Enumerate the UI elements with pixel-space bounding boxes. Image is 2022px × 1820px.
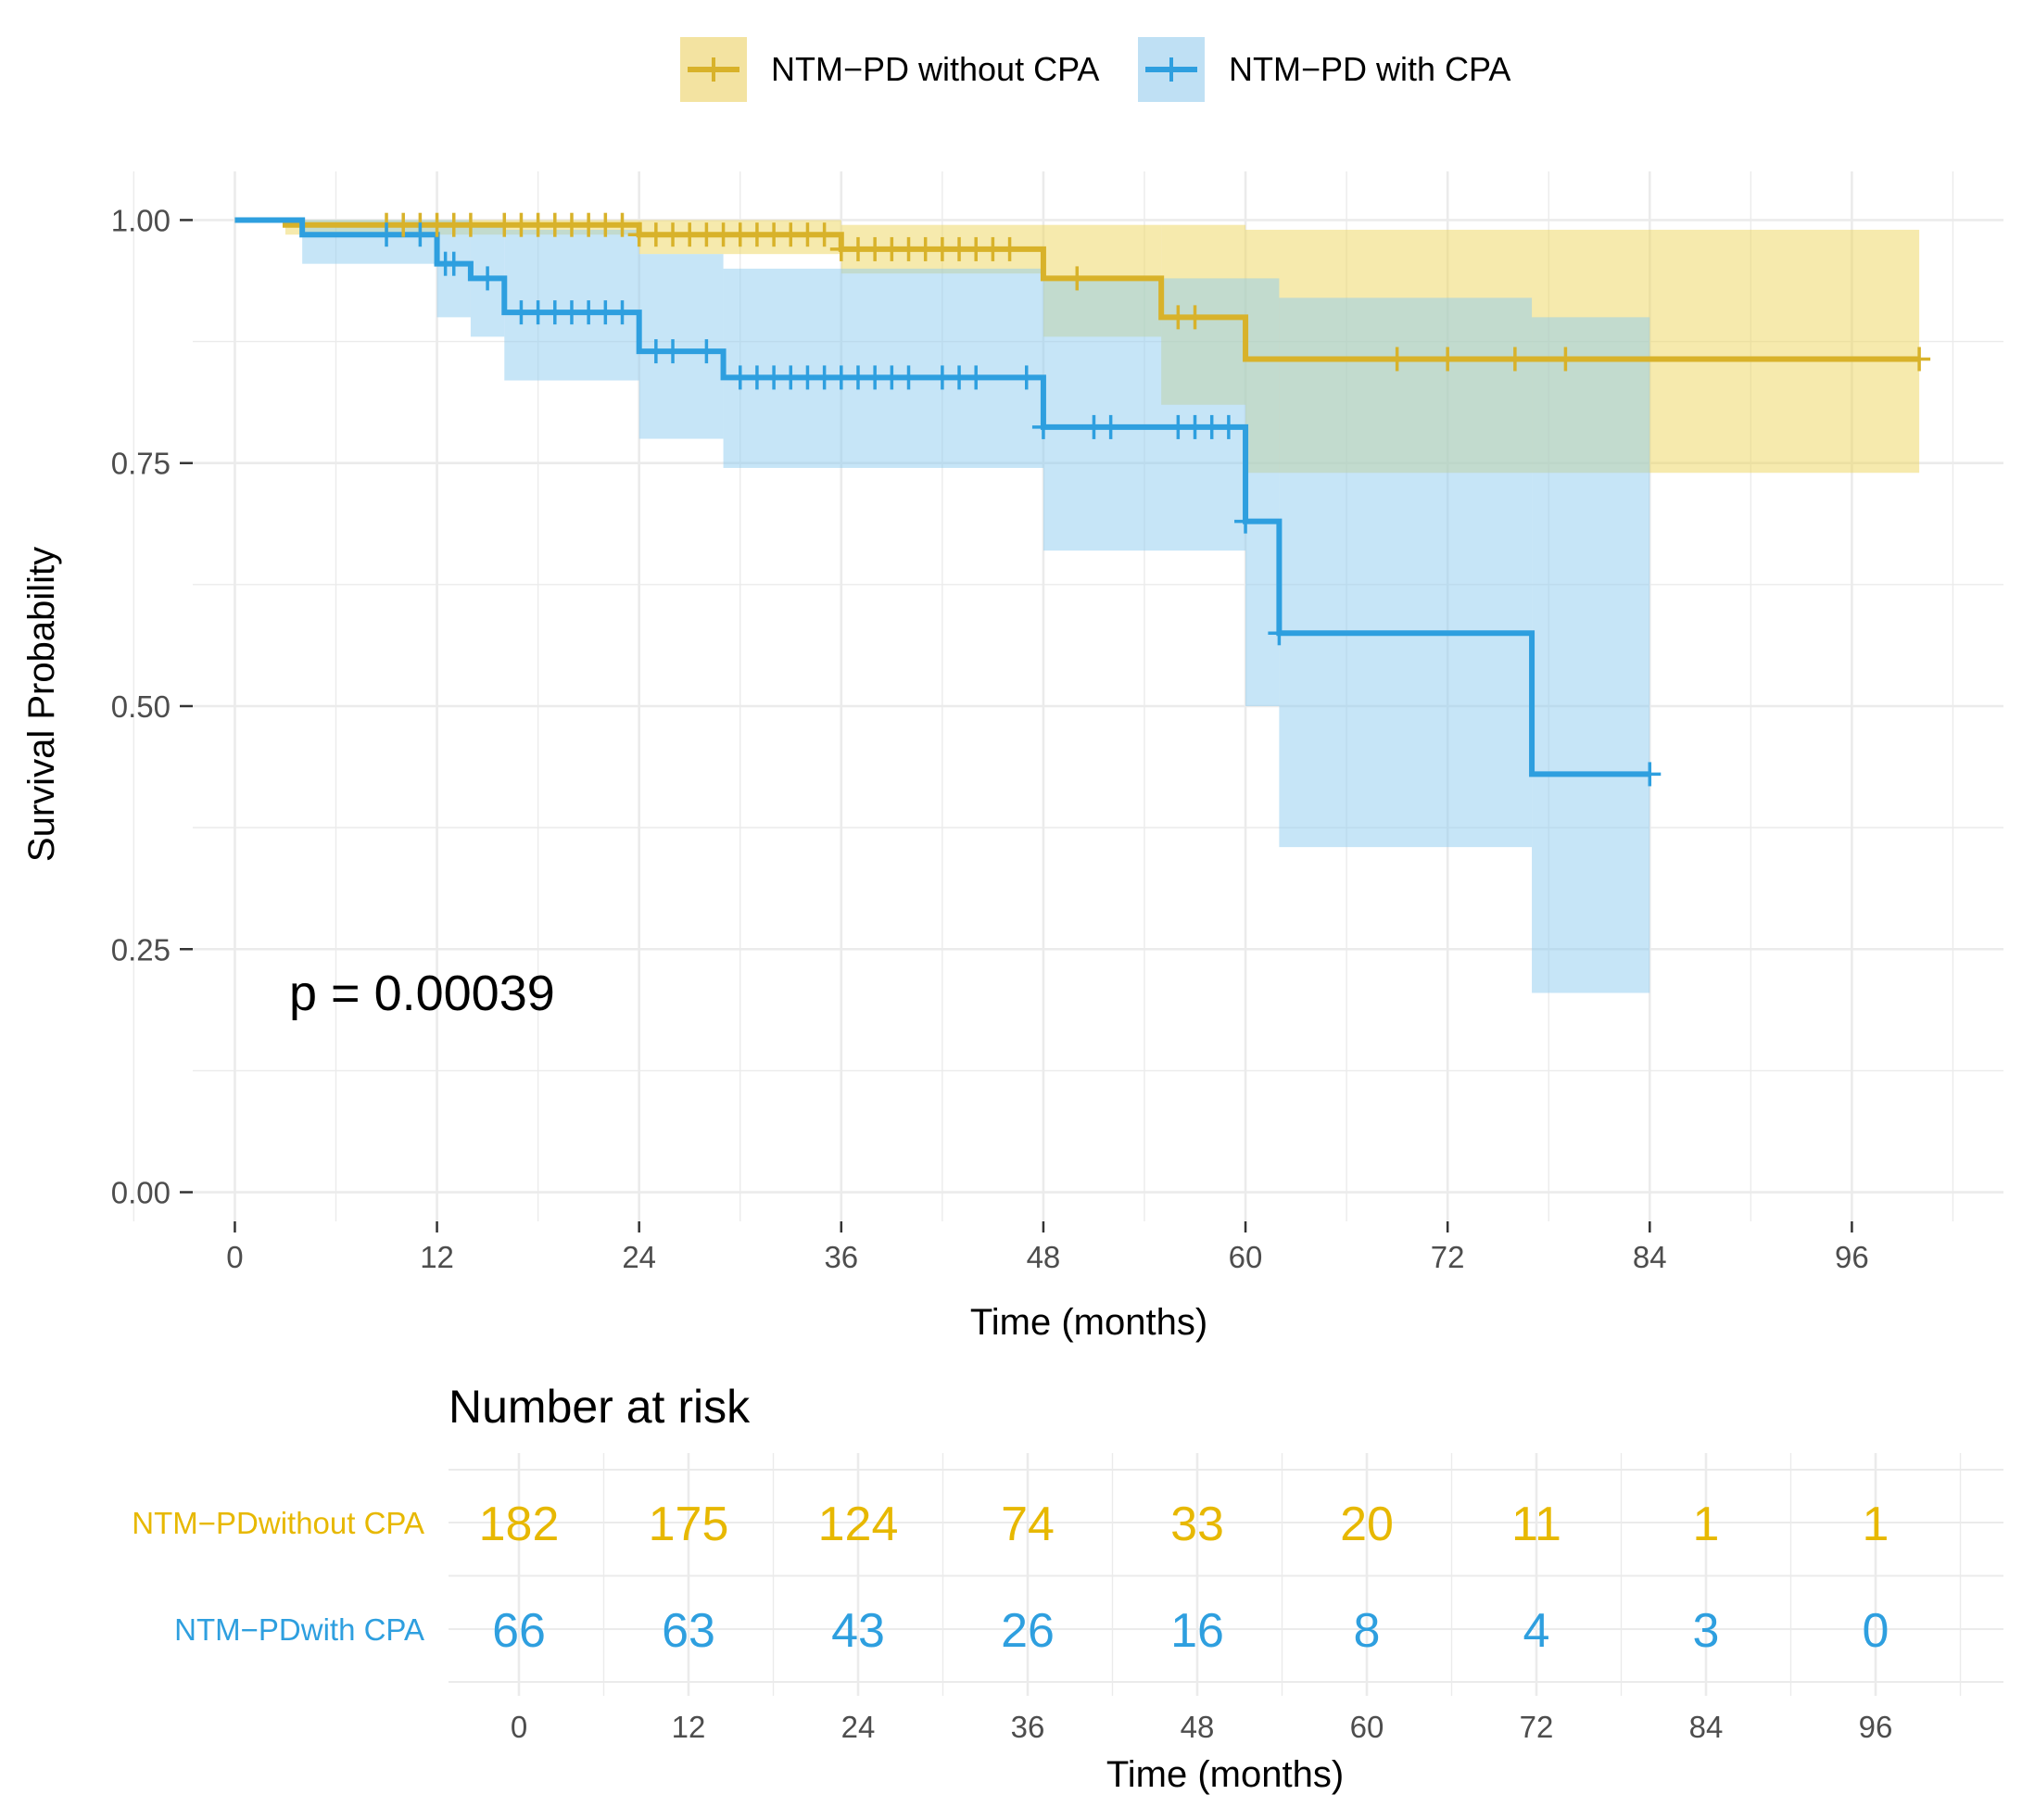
- y-tick-label: 1.00: [111, 203, 171, 237]
- risk-x-tick-label: 12: [672, 1710, 706, 1744]
- censor-marks: [375, 212, 1931, 787]
- y-tick-label: 0.75: [111, 447, 171, 481]
- risk-count: 8: [1354, 1604, 1381, 1658]
- confidence-bands: [284, 220, 1920, 993]
- risk-count: 33: [1170, 1498, 1224, 1551]
- risk-x-tick-label: 72: [1520, 1710, 1554, 1744]
- risk-x-tick-label: 0: [511, 1710, 527, 1744]
- ci-band-segment-with-cpa: [1043, 278, 1246, 551]
- risk-table-title: Number at risk: [449, 1381, 751, 1433]
- risk-x-tick-label: 36: [1011, 1710, 1045, 1744]
- ci-band-segment-with-cpa: [1245, 278, 1280, 706]
- y-axis-title: Survival Probability: [21, 547, 62, 862]
- risk-count: 63: [662, 1604, 715, 1658]
- x-axis: 0 12 24 36 48 60 72 84 96: [226, 1221, 1869, 1274]
- risk-count: 74: [1001, 1498, 1055, 1551]
- x-tick-label: 12: [420, 1240, 454, 1274]
- risk-count: 11: [1511, 1498, 1561, 1551]
- x-tick-label: 60: [1229, 1240, 1263, 1274]
- risk-table: NTM−PDwithout CPA 182 175 124 74 33 20 11 1 1NTM−…: [132, 1498, 1892, 1744]
- risk-count: 66: [492, 1604, 546, 1658]
- legend: NTM−PD without CPA NTM−PD with CPA: [680, 37, 1510, 102]
- risk-x-tick-label: 24: [841, 1710, 876, 1744]
- ci-band-segment-with-cpa: [1279, 297, 1533, 848]
- x-tick-label: 84: [1633, 1240, 1667, 1274]
- risk-x-tick-label: 84: [1689, 1710, 1724, 1744]
- risk-row-label: NTM−PDwith CPA: [174, 1612, 424, 1647]
- risk-count: 26: [1001, 1604, 1055, 1658]
- x-tick-label: 24: [622, 1240, 656, 1274]
- risk-count: 3: [1693, 1604, 1720, 1658]
- y-tick-label: 0.00: [111, 1176, 171, 1210]
- legend-label-without-cpa: NTM−PD without CPA: [771, 50, 1099, 88]
- x-tick-label: 48: [1027, 1240, 1061, 1274]
- risk-row-label: NTM−PDwithout CPA: [132, 1506, 424, 1540]
- risk-x-tick-label: 60: [1350, 1710, 1384, 1744]
- x-tick-label: 96: [1835, 1240, 1869, 1274]
- risk-count: 43: [831, 1604, 885, 1658]
- x-tick-label: 72: [1431, 1240, 1465, 1274]
- ci-band-segment-with-cpa: [723, 268, 1043, 468]
- ci-band-segment-with-cpa: [638, 254, 724, 439]
- risk-count: 1: [1693, 1498, 1720, 1551]
- risk-x-tick-label: 48: [1181, 1710, 1215, 1744]
- risk-count: 16: [1170, 1604, 1224, 1658]
- x-axis-title: Time (months): [970, 1302, 1207, 1343]
- risk-count: 124: [818, 1498, 899, 1551]
- legend-label-with-cpa: NTM−PD with CPA: [1229, 50, 1510, 88]
- risk-count: 182: [479, 1498, 560, 1551]
- risk-table-grid: [449, 1453, 2003, 1696]
- x-tick-label: 36: [824, 1240, 858, 1274]
- ci-band-segment-with-cpa: [1532, 317, 1650, 993]
- risk-x-tick-label: 96: [1859, 1710, 1893, 1744]
- risk-count: 1: [1863, 1498, 1889, 1551]
- risk-count: 4: [1523, 1604, 1550, 1658]
- risk-count: 20: [1340, 1498, 1394, 1551]
- risk-table-x-axis-title: Time (months): [1106, 1754, 1344, 1795]
- risk-count: 0: [1863, 1604, 1889, 1658]
- y-axis: 0.00 0.25 0.50 0.75 1.00: [111, 203, 193, 1210]
- y-tick-label: 0.25: [111, 932, 171, 967]
- y-tick-label: 0.50: [111, 689, 171, 724]
- risk-count: 175: [649, 1498, 729, 1551]
- x-tick-label: 0: [226, 1240, 243, 1274]
- p-value-annotation: p = 0.00039: [289, 966, 555, 1021]
